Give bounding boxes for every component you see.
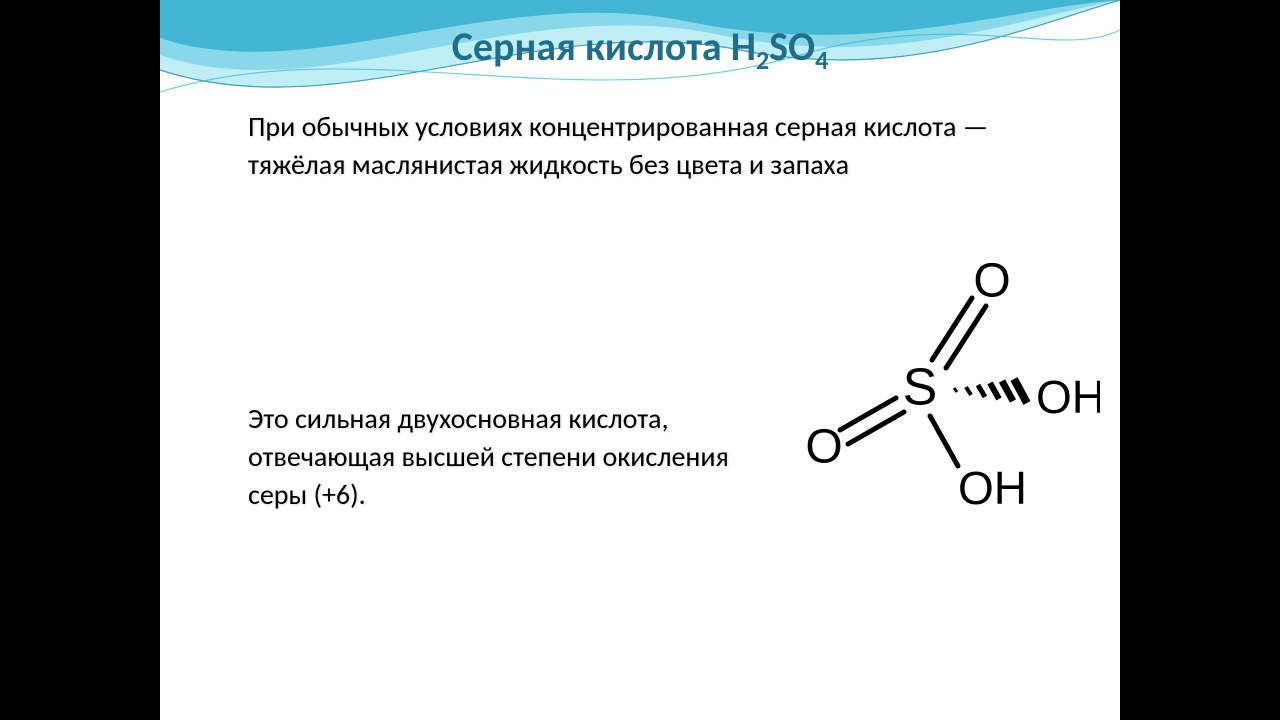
atom-oh1-label: OH	[1036, 371, 1100, 423]
atom-oh2-label: OH	[958, 462, 1027, 514]
atom-s-label: S	[903, 359, 938, 417]
title-mid: SO	[769, 22, 815, 71]
title-sub2: 4	[815, 44, 828, 76]
title-sub1: 2	[756, 44, 769, 76]
paragraph-2: Это сильная двухосновная кислота, отвеча…	[248, 400, 768, 513]
slide-title: Серная кислота H2SO4	[160, 22, 1120, 71]
molecule-diagram: S O O OH OH	[790, 248, 1100, 528]
atom-o1-label: O	[973, 255, 1010, 308]
atom-o2-label: O	[805, 421, 842, 474]
slide: Серная кислота H2SO4 При обычных условия…	[160, 0, 1120, 720]
title-prefix: Серная кислота H	[452, 22, 756, 71]
paragraph-1: При обычных условиях концентрированная с…	[248, 108, 1028, 184]
